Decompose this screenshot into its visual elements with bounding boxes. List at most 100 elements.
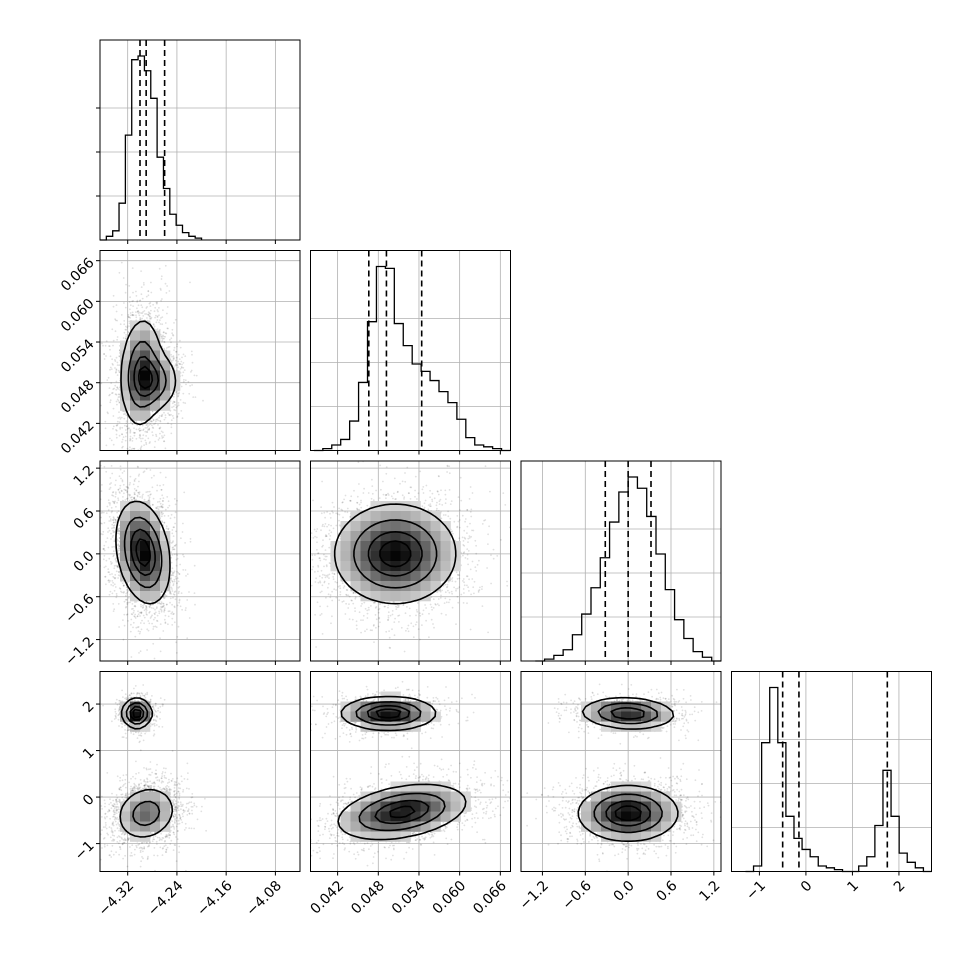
panel-0-2-sample-point (190, 541, 192, 543)
panel-0-1-sample-point (189, 385, 191, 387)
panel-0-1-sample-point (147, 290, 149, 292)
panel-0-2-sample-point (134, 636, 136, 638)
panel-0-1-sample-point (131, 423, 133, 425)
panel-0-2-sample-point (141, 495, 143, 497)
panel-0-1-sample-point (161, 437, 163, 439)
panel-0-2-sample-point (111, 507, 113, 509)
panel-0-2-sample-point (110, 538, 112, 540)
panel-0-1-sample-point (130, 430, 132, 432)
panel-0-1-sample-point (176, 364, 178, 366)
panel-0-1-sample-point (161, 275, 163, 277)
panel-0-1-sample-point (192, 362, 194, 364)
panel-0-2-sample-point (102, 534, 104, 536)
panel-0-2-sample-point (170, 593, 172, 595)
panel-0-1-sample-point (160, 323, 162, 325)
panel-0-2-sample-point (175, 578, 177, 580)
panel-0-2-sample-point (110, 482, 112, 484)
panel-0-1-sample-point (129, 296, 131, 298)
panel-0-2-sample-point (175, 504, 177, 506)
panel-0-2-sample-point (194, 565, 196, 567)
panel-0-1-sample-point (130, 304, 132, 306)
panel-0-2-sample-point (182, 523, 184, 525)
panel-0-2-sample-point (170, 517, 172, 519)
panel-0-1-sample-point (114, 367, 116, 369)
panel-0-1-sample-point (159, 437, 161, 439)
panel-0-1-sample-point (176, 391, 178, 393)
panel-0-1-sample-point (141, 293, 143, 295)
panel-0-2-sample-point (180, 537, 182, 539)
panel-0-1-sample-point (136, 307, 138, 309)
panel-0-1-sample-point (146, 306, 148, 308)
panel-0-1-sample-point (141, 466, 143, 468)
panel-0-2-sample-point (160, 503, 162, 505)
panel-0-1-sample-point (183, 381, 185, 383)
panel-0-2-sample-point (194, 592, 196, 594)
panel-0-1-sample-point (118, 393, 120, 395)
panel-0-1-sample-point (118, 452, 120, 454)
panel-0-2-sample-point (113, 610, 115, 612)
panel-0-2-sample-point (157, 620, 159, 622)
panel-0-2-sample-point (113, 522, 115, 524)
panel-0-2-sample-point (117, 497, 119, 499)
panel-0-1-density-cell (140, 331, 150, 341)
panel-0-2-sample-point (103, 512, 105, 514)
panel-0-1-sample-point (116, 304, 118, 306)
panel-0-1-sample-point (136, 438, 138, 440)
panel-0-1-sample-point (134, 448, 136, 450)
panel-0-2-sample-point (189, 617, 191, 619)
panel-0-1-sample-point (180, 347, 182, 349)
panel-0-2-sample-point (137, 496, 139, 498)
panel-0-2-sample-point (175, 598, 177, 600)
panel-0-2-sample-point (123, 484, 125, 486)
panel-0-1-sample-point (132, 267, 134, 269)
panel-0-2-sample-point (178, 591, 180, 593)
panel-0-2-sample-point (170, 598, 172, 600)
panel-0-2-sample-point (139, 615, 141, 617)
panel-0-1-sample-point (170, 341, 172, 343)
panel-0-1-sample-point (180, 361, 182, 363)
panel-0-1-sample-point (109, 438, 111, 440)
panel-0-1-sample-point (163, 332, 165, 334)
panel-0-2-sample-point (119, 485, 121, 487)
panel-0-2-sample-point (152, 628, 154, 630)
panel-0-1-sample-point (150, 310, 152, 312)
panel-0-2-sample-point (185, 575, 187, 577)
panel-0-1-sample-point (182, 393, 184, 395)
panel-0-1-sample-point (142, 438, 144, 440)
panel-0-1-sample-point (148, 294, 150, 296)
panel-0-1-sample-point (159, 415, 161, 417)
panel-0-1-sample-point (112, 363, 114, 365)
panel-0-2-sample-point (111, 512, 113, 514)
panel-0-1-sample-point (196, 375, 198, 377)
panel-0-1-sample-point (123, 277, 125, 279)
panel-0-2-sample-point (110, 561, 112, 563)
panel-0-2-sample-point (172, 575, 174, 577)
panel-0-1-sample-point (183, 379, 185, 381)
panel-0-2-sample-point (177, 577, 179, 579)
panel-0-1-sample-point (122, 439, 124, 441)
panel-0-1-sample-point (113, 471, 115, 473)
panel-0-2-sample-point (118, 556, 120, 558)
panel-0-2-sample-point (174, 498, 176, 500)
panel-0-1-sample-point (101, 382, 103, 384)
panel-0-2-sample-point (148, 606, 150, 608)
panel-0-2-sample-point (165, 615, 167, 617)
panel-0-1-sample-point (178, 413, 180, 415)
panel-0-1-sample-point (177, 415, 179, 417)
panel-0-1-sample-point (152, 304, 154, 306)
panel-0-1-sample-point (183, 362, 185, 364)
panel-0-1-sample-point (130, 474, 132, 476)
panel-0-1-sample-point (165, 417, 167, 419)
panel-0-1-sample-point (112, 428, 114, 430)
panel-0-2-sample-point (143, 622, 145, 624)
panel-0-2-sample-point (179, 564, 181, 566)
panel-0-1-sample-point (145, 478, 147, 480)
panel-0-2-sample-point (126, 589, 128, 591)
hist-2-grid (521, 461, 721, 661)
panel-0-1-sample-point (166, 292, 168, 294)
panel-0-2-sample-point (133, 484, 135, 486)
panel-0-1-sample-point (113, 388, 115, 390)
panel-0-2-sample-point (137, 626, 139, 628)
panel-0-1-sample-point (135, 311, 137, 313)
panel-0-1-sample-point (154, 310, 156, 312)
